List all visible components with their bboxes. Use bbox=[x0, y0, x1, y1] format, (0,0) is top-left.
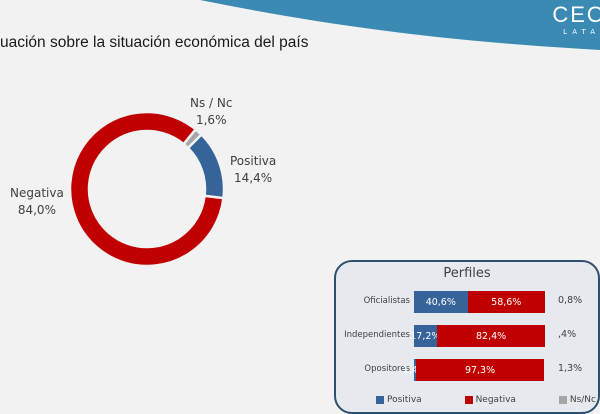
data-label: 40,6% bbox=[425, 296, 456, 308]
donut-label-positiva: Positiva 14,4% bbox=[230, 154, 277, 185]
nsnc-label: ,4% bbox=[558, 329, 577, 340]
logo: CEO bbox=[552, 2, 600, 27]
row-label: Oficialistas bbox=[363, 296, 410, 306]
nsnc-label: 1,3% bbox=[558, 363, 583, 374]
row-label: Opositores bbox=[364, 364, 410, 374]
bar-segment-positiva: 40,6% bbox=[414, 291, 468, 313]
legend-item-negativa: Negativa bbox=[464, 395, 516, 405]
stacked-bar: 1,4% 97,3% bbox=[403, 359, 546, 381]
perfiles-title: Perfiles bbox=[443, 266, 491, 281]
logo-subtitle: LATA bbox=[563, 28, 600, 36]
legend-item-nsnc: Ns/Nc bbox=[558, 395, 596, 405]
donut-slice-negativa bbox=[68, 110, 225, 268]
donut-slice-nsnc bbox=[181, 127, 204, 150]
stacked-bar: 40,6% 58,6% bbox=[414, 291, 546, 313]
data-label: 1,4% bbox=[403, 365, 427, 376]
data-label: 17,2% bbox=[410, 330, 441, 342]
bar-segment-negativa: 58,6% bbox=[467, 291, 545, 313]
legend-item-positiva: Positiva bbox=[376, 395, 422, 405]
header-banner bbox=[200, 0, 600, 50]
perfiles-panel: Perfiles Oficialistas 40,6% 58,6% 0,8% Indep… bbox=[334, 260, 600, 414]
donut-label-nsnc: Ns / Nc 1,6% bbox=[190, 96, 233, 127]
bar-segment-positiva: 17,2% bbox=[410, 325, 440, 347]
donut-label-negativa: Negativa 84,0% bbox=[10, 186, 64, 217]
page-title: uación sobre la situación económica del … bbox=[0, 34, 309, 51]
data-label: 82,4% bbox=[475, 330, 507, 342]
data-label: 97,3% bbox=[464, 364, 496, 376]
data-label: 58,6% bbox=[491, 296, 522, 308]
donut-chart bbox=[68, 110, 226, 268]
row-label: Independientes bbox=[344, 330, 410, 340]
bar-row: Opositores1,4% 97,3% 1,3% bbox=[336, 359, 598, 381]
bar-segment-negativa: 97,3% bbox=[415, 359, 545, 381]
stacked-bar: 17,2% 82,4% bbox=[410, 325, 546, 347]
bar-segment-negativa: 82,4% bbox=[436, 325, 546, 347]
nsnc-label: 0,8% bbox=[558, 295, 583, 306]
bar-row: Independientes 17,2% 82,4% ,4% bbox=[336, 325, 598, 347]
legend: Positiva Negativa Ns/Nc bbox=[376, 395, 596, 405]
bar-row: Oficialistas 40,6% 58,6% 0,8% bbox=[336, 291, 598, 313]
bar-segment-positiva: 1,4% bbox=[403, 359, 427, 381]
